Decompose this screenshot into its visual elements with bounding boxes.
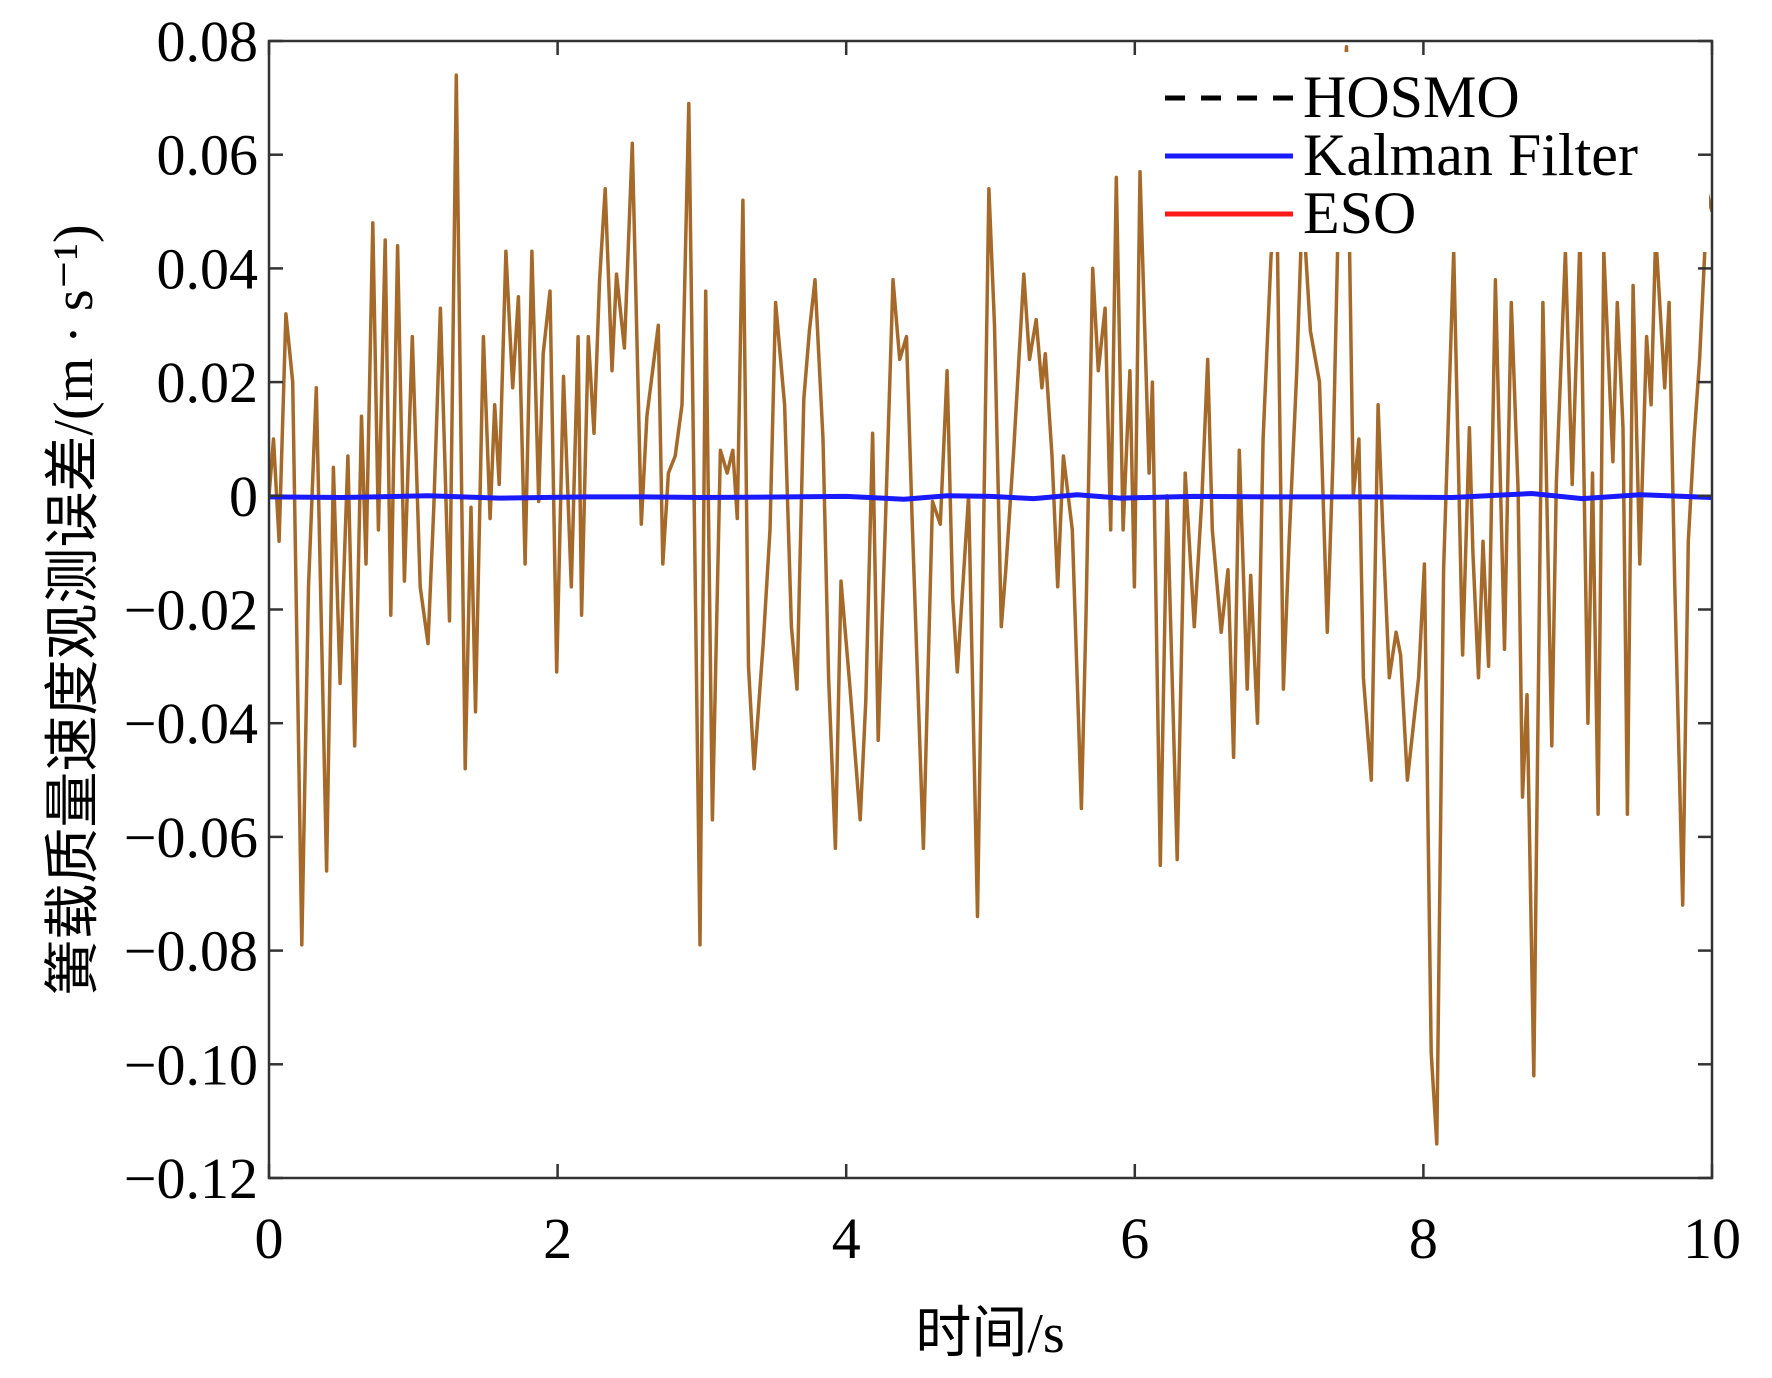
- y-tick-label: −0.06: [124, 805, 258, 870]
- x-tick-label: 10: [1683, 1206, 1741, 1271]
- x-tick-label: 8: [1409, 1206, 1438, 1271]
- y-axis-label: 簧载质量速度观测误差/(m · s⁻¹): [43, 224, 105, 995]
- y-tick-label: 0.08: [157, 9, 259, 74]
- y-tick-label: −0.12: [124, 1146, 258, 1211]
- y-tick-label: 0.02: [157, 350, 259, 415]
- series-line-kalman-filter: [269, 491, 1712, 502]
- ticks: 0 2 4 6 8 10 0.08 0.06 0.04 0.02 0 −0.02 −0.04 −0.06 −…: [124, 9, 1741, 1271]
- legend-label-kalman: Kalman Filter: [1303, 122, 1638, 188]
- legend: HOSMO Kalman Filter ESO: [1155, 52, 1709, 252]
- y-tick-label: −0.04: [124, 691, 258, 756]
- series-line-unlabeled-brown: [269, 44, 1712, 1146]
- x-tick-label: 4: [832, 1206, 861, 1271]
- x-tick-label: 2: [543, 1206, 572, 1271]
- legend-label-hosmo: HOSMO: [1303, 64, 1520, 130]
- y-tick-label: −0.02: [124, 578, 258, 643]
- x-tick-label: 6: [1120, 1206, 1149, 1271]
- y-tick-label: −0.10: [124, 1032, 258, 1097]
- legend-background: [1155, 52, 1709, 252]
- legend-label-eso: ESO: [1303, 180, 1416, 246]
- y-tick-label: 0: [229, 464, 258, 529]
- x-tick-label: 0: [255, 1206, 284, 1271]
- y-tick-label: 0.06: [157, 123, 259, 188]
- x-axis-label: 时间/s: [915, 1303, 1064, 1365]
- y-tick-label: 0.04: [157, 236, 259, 301]
- y-tick-label: −0.08: [124, 919, 258, 984]
- series-layer: [269, 44, 1712, 1146]
